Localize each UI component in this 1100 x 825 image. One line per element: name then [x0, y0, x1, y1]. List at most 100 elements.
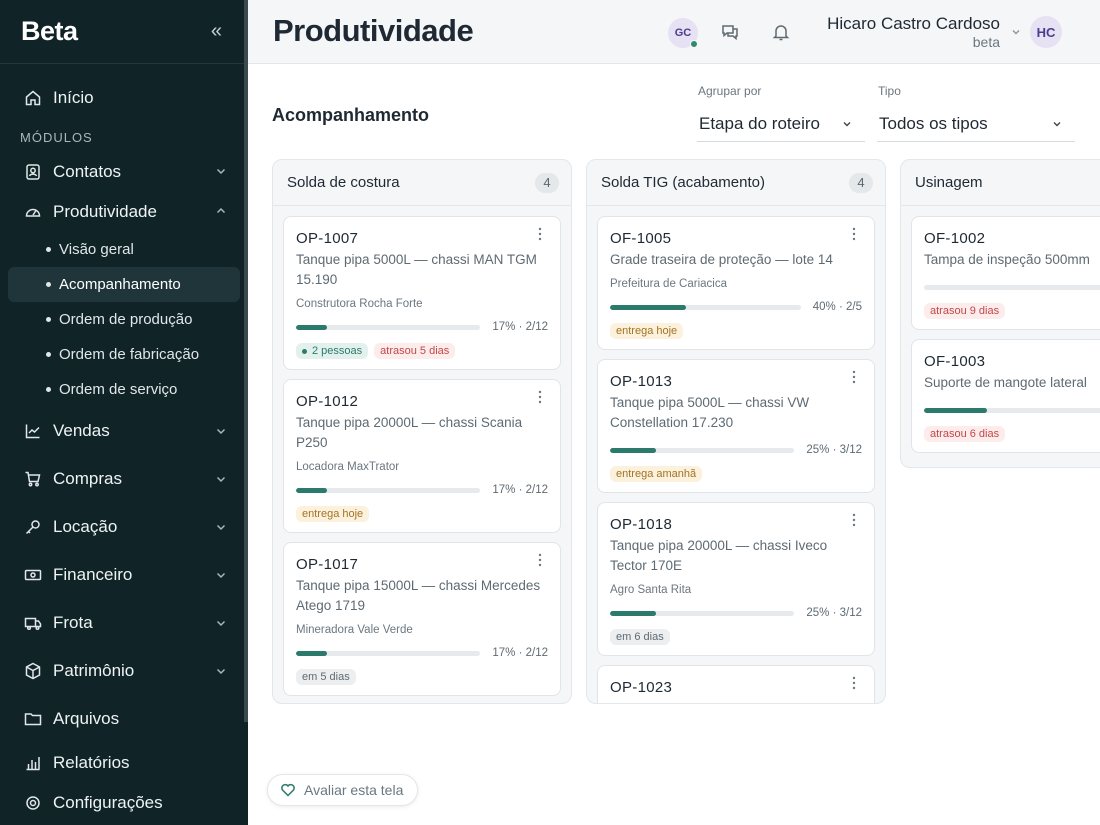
column-title: Solda de costura: [287, 174, 400, 191]
line-chart-icon: [24, 422, 42, 440]
sidebar-subitem-acompanhamento[interactable]: Acompanhamento: [8, 267, 240, 302]
sidebar-subitem-visao-geral[interactable]: Visão geral: [8, 232, 240, 267]
chat-icon[interactable]: [719, 21, 741, 43]
collapse-sidebar-button[interactable]: «: [210, 20, 222, 42]
bullet-icon: [46, 317, 51, 322]
sidebar-item-arquivos[interactable]: Arquivos: [0, 695, 248, 743]
group-by-select[interactable]: Etapa do roteiro: [697, 106, 865, 142]
sidebar-item-frota[interactable]: Frota: [0, 599, 248, 647]
kebab-menu-icon[interactable]: [852, 513, 856, 527]
column-count-badge: 4: [849, 172, 873, 193]
order-card[interactable]: OF-1002 Tampa de inspeção 500mm atrasou 9 …: [911, 216, 1100, 330]
progress-bar: [924, 284, 1100, 290]
kanban-column: Solda de costura 4 OP-1007 Tanque pipa 5000…: [272, 159, 572, 704]
sidebar-item-label: Início: [53, 88, 94, 107]
kebab-menu-icon[interactable]: [852, 370, 856, 384]
progress-text: 25% · 3/12: [806, 444, 862, 456]
chevron-down-icon[interactable]: [1010, 26, 1022, 38]
order-card[interactable]: OP-1023: [597, 665, 875, 703]
order-description: Tanque pipa 15000L — chassi Mercedes Ate…: [296, 578, 541, 613]
order-client: Prefeitura de Cariacica: [610, 278, 727, 290]
card-tags: entrega hoje: [296, 506, 548, 522]
order-card[interactable]: OP-1013 Tanque pipa 5000L — chassi VW Con…: [597, 359, 875, 493]
sidebar-item-label: Relatórios: [53, 753, 130, 772]
progress-bar: [924, 407, 1100, 413]
order-client: Construtora Rocha Forte: [296, 298, 423, 310]
sidebar-subitem-label: Ordem de serviço: [59, 381, 178, 398]
sidebar-subitem-label: Ordem de fabricação: [59, 346, 200, 363]
chevron-down-icon: [216, 168, 226, 175]
page-title: Produtividade: [273, 13, 474, 48]
order-description: Suporte de mangote lateral: [924, 375, 1087, 390]
chevron-down-icon: [1053, 121, 1061, 126]
order-code: OF-1003: [924, 353, 986, 370]
column-cards: OF-1002 Tampa de inspeção 500mm atrasou 9 …: [901, 206, 1100, 453]
order-card[interactable]: OP-1007 Tanque pipa 5000L — chassi MAN TG…: [283, 216, 561, 370]
sidebar-item-label: Patrimônio: [53, 661, 135, 680]
column-cards: OP-1007 Tanque pipa 5000L — chassi MAN TG…: [273, 206, 571, 696]
progress-bar: [610, 447, 795, 453]
order-client: Agro Santa Rita: [610, 584, 692, 596]
main-content: Acompanhamento Agrupar por Etapa do rote…: [248, 64, 1100, 825]
progress-row: 25% · 3/12: [610, 606, 862, 620]
column-cards: OF-1005 Grade traseira de proteção — lote…: [587, 206, 885, 703]
sidebar-scrollbar[interactable]: [244, 0, 248, 722]
kanban-board[interactable]: Solda de costura 4 OP-1007 Tanque pipa 5000…: [272, 159, 1100, 704]
sidebar-section-label: MÓDULOS: [20, 130, 93, 145]
contacts-icon: [24, 163, 42, 181]
sidebar-item-locacao[interactable]: Locação: [0, 503, 248, 551]
box-icon: [24, 662, 42, 680]
sidebar-item-label: Arquivos: [53, 709, 120, 728]
sidebar-subitem-label: Ordem de produção: [59, 311, 193, 328]
kebab-menu-icon[interactable]: [852, 227, 856, 241]
order-description: Grade traseira de proteção — lote 14: [610, 252, 833, 267]
progress-row: 40% · 2/5: [610, 300, 862, 314]
sidebar-item-label: Locação: [53, 517, 118, 536]
user-avatar[interactable]: HC: [1030, 16, 1062, 48]
bullet-icon: [46, 387, 51, 392]
home-icon: [24, 89, 42, 107]
sidebar-item-relatorios[interactable]: Relatórios: [0, 743, 248, 783]
sidebar-item-vendas[interactable]: Vendas: [0, 407, 248, 455]
type-select[interactable]: Todos os tipos: [877, 106, 1075, 142]
order-code: OP-1012: [296, 393, 359, 410]
progress-row: 17% · 2/12: [296, 483, 548, 497]
kebab-menu-icon[interactable]: [538, 227, 542, 241]
order-card[interactable]: OF-1005 Grade traseira de proteção — lote…: [597, 216, 875, 350]
sidebar-subitem-ordem-fabricacao[interactable]: Ordem de fabricação: [8, 337, 240, 372]
sidebar-subitem-ordem-producao[interactable]: Ordem de produção: [8, 302, 240, 337]
kanban-column: Solda TIG (acabamento) 4 OF-1005 Grade tras…: [586, 159, 886, 704]
gear-icon: [24, 794, 42, 812]
bell-icon[interactable]: [770, 21, 792, 43]
progress-bar: [610, 304, 801, 310]
kebab-menu-icon[interactable]: [538, 390, 542, 404]
chevron-down-icon: [216, 572, 226, 579]
sidebar-item-contatos[interactable]: Contatos: [0, 152, 248, 192]
chevron-down-icon: [216, 428, 226, 435]
sidebar-item-configuracoes[interactable]: Configurações: [0, 783, 248, 823]
order-description: Tanque pipa 5000L — chassi MAN TGM 15.19…: [296, 252, 537, 287]
sidebar-item-produtividade[interactable]: Produtividade: [0, 192, 248, 232]
order-card[interactable]: OP-1012 Tanque pipa 20000L — chassi Scani…: [283, 379, 561, 533]
kebab-menu-icon[interactable]: [852, 676, 856, 690]
sidebar-subitem-ordem-servico[interactable]: Ordem de serviço: [8, 372, 240, 407]
card-tags: atrasou 9 dias: [924, 303, 1100, 319]
chevron-down-icon: [843, 121, 851, 126]
rate-screen-button[interactable]: Avaliar esta tela: [267, 774, 419, 806]
sidebar-item-inicio[interactable]: Início: [0, 78, 248, 118]
progress-fill: [296, 324, 328, 330]
gauge-icon: [24, 203, 42, 221]
order-code: OP-1013: [610, 373, 673, 390]
order-card[interactable]: OP-1018 Tanque pipa 20000L — chassi Iveco…: [597, 502, 875, 656]
sidebar-item-compras[interactable]: Compras: [0, 455, 248, 503]
sidebar-item-patrimonio[interactable]: Patrimônio: [0, 647, 248, 695]
order-client: Mineradora Vale Verde: [296, 624, 413, 636]
user-name[interactable]: Hicaro Castro Cardoso: [827, 14, 1000, 33]
order-card[interactable]: OP-1017 Tanque pipa 15000L — chassi Merce…: [283, 542, 561, 696]
sidebar-item-financeiro[interactable]: Financeiro: [0, 551, 248, 599]
order-card[interactable]: OF-1003 Suporte de mangote lateral atrasou…: [911, 339, 1100, 453]
kebab-menu-icon[interactable]: [538, 553, 542, 567]
order-description: Tanque pipa 20000L — chassi Scania P250: [296, 415, 523, 450]
status-badge-text: 2 pessoas: [312, 345, 363, 357]
progress-bar: [296, 324, 481, 330]
